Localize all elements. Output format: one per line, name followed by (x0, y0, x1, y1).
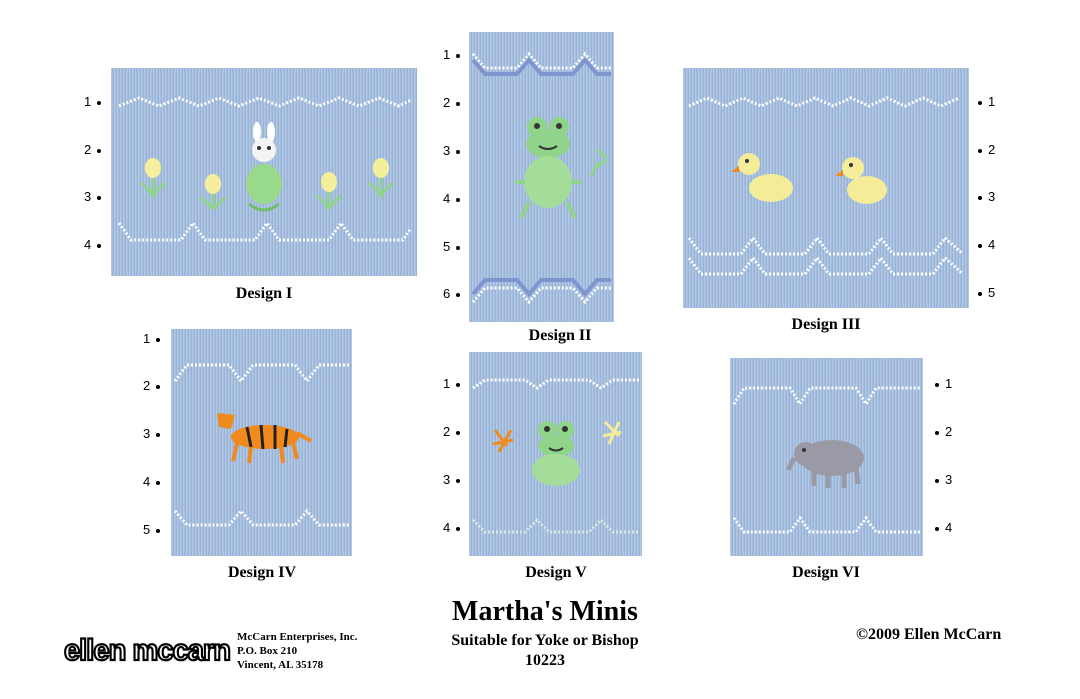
design-1-smocking (117, 96, 413, 242)
design-4-smocking (173, 363, 349, 527)
page-title: Martha's Minis (452, 596, 638, 627)
design-5-caption: Design V (525, 564, 587, 581)
row-marker: 1 (972, 95, 995, 109)
design-4-panel (171, 329, 352, 556)
row-marker: 1 (143, 332, 166, 346)
row-marker: 4 (84, 238, 107, 252)
design-3-caption: Design III (791, 316, 861, 333)
bunny-icon (246, 122, 282, 212)
design-6-panel (730, 358, 923, 556)
tulip-icon (140, 158, 166, 199)
design-5-panel (469, 352, 642, 556)
duck-icon (731, 153, 793, 202)
copyright-notice: ©2009 Ellen McCarn (856, 626, 1002, 643)
row-marker: 1 (84, 95, 107, 109)
row-marker: 5 (972, 286, 995, 300)
tulip-icon (368, 158, 394, 199)
row-marker: 4 (443, 192, 466, 206)
dragonfly-icon (589, 148, 608, 177)
row-marker: 1 (443, 48, 466, 62)
row-marker: 2 (443, 425, 466, 439)
row-marker: 4 (443, 521, 466, 535)
row-marker: 3 (443, 144, 466, 158)
row-marker: 5 (443, 240, 466, 254)
row-marker: 3 (143, 427, 166, 441)
row-marker: 2 (443, 96, 466, 110)
page-subtitle: Suitable for Yoke or Bishop (451, 632, 639, 649)
design-3-panel (683, 68, 969, 308)
company-address: McCarn Enterprises, Inc. P.O. Box 210 Vi… (237, 630, 357, 672)
brand-logo: ellen mccarn (63, 628, 234, 675)
row-marker: 3 (972, 190, 995, 204)
row-marker: 2 (929, 425, 952, 439)
row-marker: 1 (929, 377, 952, 391)
row-marker: 3 (443, 473, 466, 487)
city-line: Vincent, AL 35178 (237, 659, 324, 671)
row-marker: 4 (143, 475, 166, 489)
design-2-smocking (471, 51, 611, 305)
tiger-icon (217, 413, 312, 464)
frog-icon (532, 421, 580, 486)
tulip-icon (200, 174, 226, 211)
design-3-smocking (687, 96, 964, 276)
design-2-caption: Design II (528, 327, 592, 344)
row-marker: 5 (143, 523, 166, 537)
tulip-icon (316, 172, 342, 211)
row-marker: 2 (972, 143, 995, 157)
design-5-smocking (471, 378, 639, 534)
frog-icon (515, 117, 581, 219)
row-marker: 2 (143, 379, 166, 393)
po-box: P.O. Box 210 (237, 645, 298, 657)
row-marker: 1 (443, 377, 466, 391)
design-2-panel (469, 32, 614, 322)
logo-lettering: ellen mccarn (63, 633, 232, 668)
svg-text:ellen mccarn: ellen mccarn (64, 634, 230, 667)
duck-icon (835, 157, 887, 204)
design-6-smocking (732, 386, 920, 534)
design-1-panel (111, 68, 417, 276)
pattern-number: 10223 (525, 652, 565, 669)
row-marker: 4 (972, 238, 995, 252)
dragonfly-icon (602, 420, 622, 445)
company-name: McCarn Enterprises, Inc. (237, 631, 358, 643)
elephant-icon (785, 440, 864, 488)
row-marker: 4 (929, 521, 952, 535)
row-marker: 2 (84, 143, 107, 157)
row-marker: 3 (929, 473, 952, 487)
row-marker: 6 (443, 287, 466, 301)
design-6-caption: Design VI (792, 564, 860, 581)
design-1-caption: Design I (235, 285, 293, 302)
design-4-caption: Design IV (227, 564, 296, 581)
dragonfly-icon (492, 429, 514, 453)
row-marker: 3 (84, 190, 107, 204)
